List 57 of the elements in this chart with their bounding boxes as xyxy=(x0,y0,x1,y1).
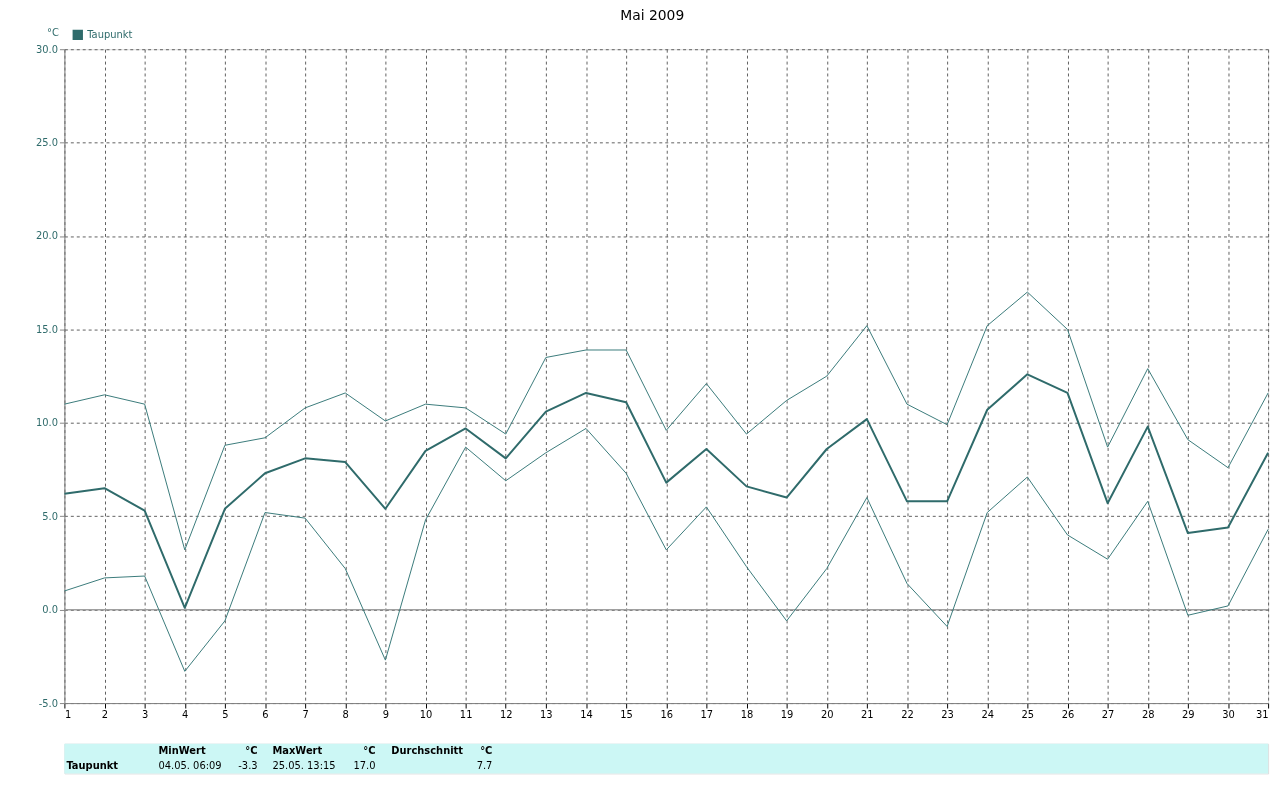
y-tick-label: -5.0 xyxy=(38,697,58,709)
x-tick-label: 5 xyxy=(222,709,229,721)
x-tick-label: 27 xyxy=(1101,709,1115,721)
y-tick-label: 5.0 xyxy=(42,510,58,522)
x-tick-label: 2 xyxy=(101,709,109,721)
y-axis-title: °C xyxy=(47,26,60,38)
x-tick-label: 26 xyxy=(1061,709,1075,721)
text: 04.05. 06:09 xyxy=(158,759,222,771)
text: 7.7 xyxy=(476,759,493,771)
text: °C xyxy=(245,745,258,757)
x-tick-label: 4 xyxy=(182,709,189,721)
x-tick-label: 28 xyxy=(1141,709,1155,721)
x-tick-label: 30 xyxy=(1222,709,1235,721)
x-tick-label: 20 xyxy=(820,709,834,721)
text: 17.0 xyxy=(353,759,376,771)
x-tick-label: 12 xyxy=(499,709,513,721)
text: 25.05. 13:15 xyxy=(272,759,336,771)
x-tick-label: 25 xyxy=(1021,709,1035,721)
legend-label: Taupunkt xyxy=(86,28,133,40)
x-tick-label: 14 xyxy=(580,709,593,721)
x-tick-label: 22 xyxy=(901,709,914,721)
x-tick-label: 18 xyxy=(740,709,754,721)
x-tick-label: 11 xyxy=(459,709,473,721)
x-tick-label: 15 xyxy=(620,709,633,721)
y-tick-label: 15.0 xyxy=(35,323,58,335)
y-tick-label: 0.0 xyxy=(42,604,58,616)
x-tick-label: 31 xyxy=(1256,709,1269,721)
text: Taupunkt xyxy=(66,759,119,771)
x-tick-label: 10 xyxy=(419,709,433,721)
text: MinWert xyxy=(158,745,206,757)
text: Durchschnitt xyxy=(391,745,464,757)
x-tick-label: 1 xyxy=(64,709,72,721)
line-series xyxy=(63,427,1269,672)
x-tick-label: 23 xyxy=(941,709,954,721)
line-series xyxy=(63,373,1270,609)
x-tick-label: 3 xyxy=(141,709,149,721)
x-tick-label: 6 xyxy=(262,709,269,721)
text: °C xyxy=(480,745,493,757)
y-tick-label: 25.0 xyxy=(35,137,58,149)
x-tick-label: 21 xyxy=(861,709,874,721)
x-tick-label: 29 xyxy=(1182,709,1195,721)
text: °C xyxy=(363,745,376,757)
y-tick-label: 10.0 xyxy=(35,417,58,429)
y-tick-label: 20.0 xyxy=(35,230,58,242)
x-tick-label: 19 xyxy=(780,709,794,721)
y-tick-label: 30.0 xyxy=(35,43,58,55)
text: -3.3 xyxy=(238,759,258,771)
x-tick-label: 24 xyxy=(981,709,995,721)
x-tick-label: 13 xyxy=(540,709,553,721)
x-tick-label: 8 xyxy=(342,709,349,721)
x-tick-label: 17 xyxy=(700,709,714,721)
line-series xyxy=(63,291,1269,551)
x-tick-label: 16 xyxy=(660,709,674,721)
x-tick-label: 9 xyxy=(382,709,390,721)
text: MaxWert xyxy=(272,745,323,757)
x-tick-label: 7 xyxy=(302,709,309,721)
chart-title: Mai 2009 xyxy=(620,6,685,23)
